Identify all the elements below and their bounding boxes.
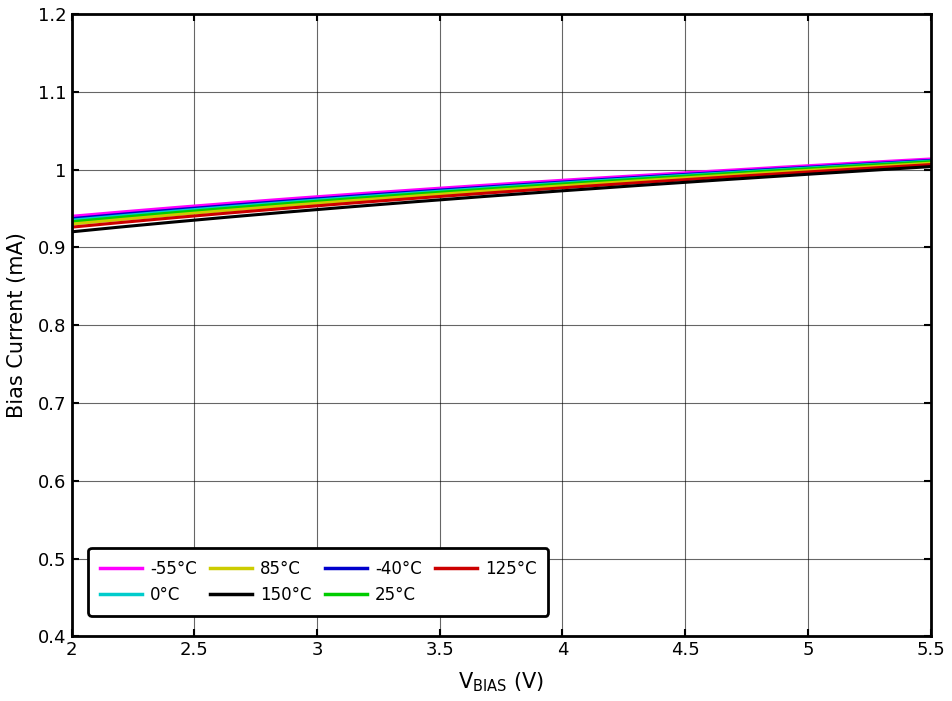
Legend: -55°C, 0°C, 85°C, 150°C, -40°C, 25°C, 125°C, : -55°C, 0°C, 85°C, 150°C, -40°C, 25°C, 12…	[89, 548, 548, 615]
X-axis label: V$_{\mathregular{BIAS}}$ (V): V$_{\mathregular{BIAS}}$ (V)	[458, 670, 545, 694]
Y-axis label: Bias Current (mA): Bias Current (mA)	[7, 232, 27, 418]
